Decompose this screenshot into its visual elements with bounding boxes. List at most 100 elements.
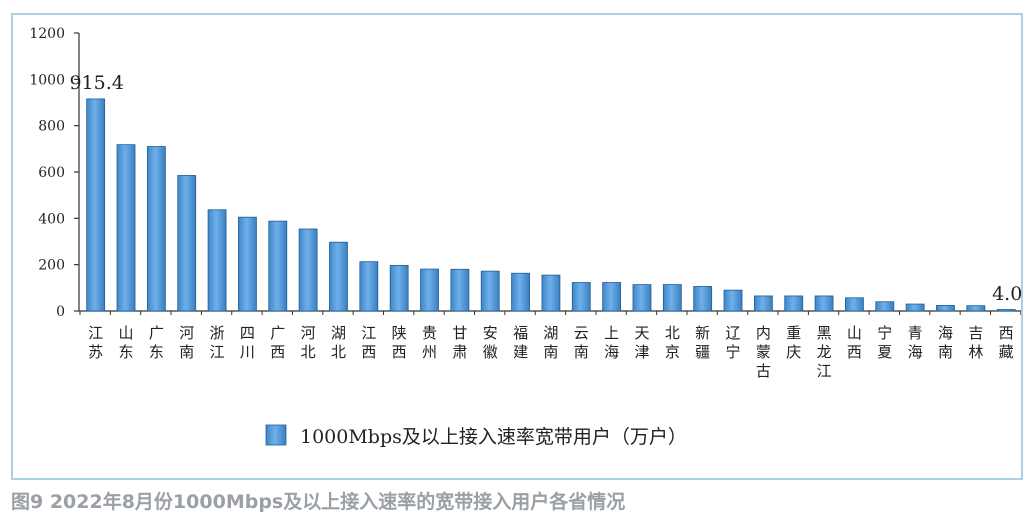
x-category-label: 重庆: [786, 324, 801, 361]
bar: [359, 261, 379, 312]
bar: [966, 305, 986, 312]
x-category-char: 南: [179, 343, 194, 361]
x-category-label: 西藏: [999, 324, 1014, 361]
x-category-char: 陕: [392, 324, 407, 342]
x-category-char: 苏: [88, 343, 103, 361]
x-category-char: 内: [756, 324, 771, 342]
x-category-char: 福: [513, 324, 528, 342]
x-category-char: 夏: [877, 343, 892, 361]
y-tick-label: 800: [38, 119, 65, 135]
x-category-char: 重: [786, 324, 801, 342]
x-category-label: 贵州: [422, 324, 437, 361]
y-tick-label: 400: [38, 211, 65, 227]
x-category-char: 林: [968, 343, 983, 361]
x-category-char: 黑: [817, 324, 832, 342]
x-category-label: 广西: [270, 324, 285, 361]
x-category-char: 北: [331, 343, 346, 361]
x-category-label: 宁夏: [877, 324, 892, 361]
x-category-char: 山: [119, 324, 134, 342]
bar: [177, 175, 197, 312]
y-tick-label: 1000: [29, 72, 65, 88]
x-category-char: 江: [88, 324, 103, 342]
x-category-char: 西: [392, 343, 407, 361]
bar: [511, 272, 530, 312]
x-category-char: 南: [938, 343, 953, 361]
x-category-char: 徽: [483, 343, 498, 361]
bar: [996, 309, 1016, 312]
chart-frame: 0 200 400 600 800 1000 1200 江苏 山东 广东 河南 浙江 四川 广西 河北 湖北江…: [11, 13, 1023, 480]
bar: [571, 282, 591, 312]
x-category-char: 川: [240, 343, 255, 361]
x-category-char: 庆: [786, 343, 801, 361]
x-category-label: 江苏: [88, 324, 103, 361]
x-category-label: 安徽: [483, 324, 498, 361]
x-category-char: 河: [301, 324, 316, 342]
x-category-label: 湖北: [331, 324, 346, 361]
x-category-char: 宁: [877, 324, 892, 342]
x-category-label: 山西: [847, 324, 862, 361]
x-category-char: 疆: [695, 343, 710, 361]
bar: [480, 270, 500, 312]
legend-swatch: [265, 424, 287, 446]
x-category-char: 四: [240, 324, 255, 342]
x-category-char: 天: [634, 324, 649, 342]
x-category-label: 北京: [665, 324, 680, 361]
bar: [693, 286, 713, 312]
x-category-char: 江: [361, 324, 376, 342]
x-category-label: 新疆: [695, 324, 710, 361]
x-category-label: 福建: [513, 324, 528, 361]
bar: [146, 146, 166, 312]
x-category-char: 肃: [452, 343, 467, 361]
x-category-char: 山: [847, 324, 862, 342]
bar: [298, 228, 318, 312]
y-tick-label: 0: [56, 304, 65, 320]
x-category-char: 州: [422, 343, 437, 361]
x-category-label: 辽宁: [726, 324, 741, 361]
x-category-label: 湖南: [543, 324, 558, 361]
x-category-label: 云南: [574, 324, 589, 361]
x-category-char: 海: [604, 343, 619, 361]
x-category-char: 辽: [726, 324, 741, 342]
x-category-char: 宁: [726, 343, 741, 361]
x-category-label: 山东: [119, 324, 134, 361]
x-category-label: 内蒙古: [756, 324, 771, 380]
x-category-char: 京: [665, 343, 680, 361]
bar: [936, 305, 955, 312]
bar: [662, 284, 682, 312]
bar: [784, 295, 804, 312]
x-category-label: 江西: [361, 324, 376, 361]
x-category-char: 江: [210, 343, 225, 361]
x-category-char: 安: [483, 324, 498, 342]
x-category-char: 广: [149, 324, 164, 342]
figure-caption: 图9 2022年8月份1000Mbps及以上接入速率的宽带接入用户各省情况: [11, 491, 626, 513]
x-category-char: 西: [270, 343, 285, 361]
x-category-char: 古: [756, 362, 771, 380]
x-category-char: 西: [847, 343, 862, 361]
bar: [329, 241, 348, 312]
bar: [723, 289, 743, 312]
x-category-label: 河北: [301, 324, 316, 361]
x-category-char: 南: [574, 343, 589, 361]
bar: [875, 301, 895, 312]
legend-label: 1000Mbps及以上接入速率宽带用户（万户）: [300, 426, 687, 448]
x-category-label: 海南: [938, 324, 953, 361]
y-tick-label: 600: [38, 165, 65, 181]
x-category-label: 广东: [149, 324, 164, 361]
x-category-char: 新: [695, 324, 710, 342]
x-category-char: 蒙: [756, 343, 771, 361]
bar: [450, 268, 470, 312]
x-category-label: 河南: [179, 324, 194, 361]
x-category-char: 西: [361, 343, 376, 361]
bar: [602, 282, 622, 312]
x-category-char: 河: [179, 324, 194, 342]
x-category-char: 海: [938, 324, 953, 342]
x-category-char: 龙: [817, 343, 832, 361]
bar: [238, 216, 257, 312]
y-tick-label: 1200: [29, 26, 65, 42]
data-label: 4.0: [992, 283, 1021, 305]
x-category-char: 江: [817, 362, 832, 380]
x-category-char: 浙: [210, 324, 225, 342]
x-category-char: 甘: [452, 324, 467, 342]
x-category-char: 海: [908, 343, 923, 361]
bar: [268, 220, 288, 312]
